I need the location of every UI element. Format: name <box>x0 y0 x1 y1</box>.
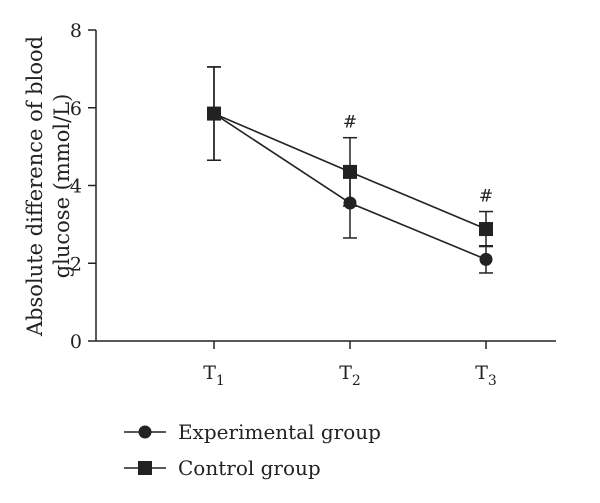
data-point-circle <box>343 196 357 210</box>
x-tick-label: T3 <box>475 362 497 389</box>
data-point-square <box>343 164 357 179</box>
legend: Experimental group Control group <box>124 420 381 480</box>
data-point-square <box>207 106 221 121</box>
significance-marker: # <box>343 113 357 133</box>
y-tick-label: 4 <box>70 176 82 198</box>
significance-marker: # <box>479 187 493 207</box>
x-tick-label: T1 <box>203 362 225 389</box>
data-point-circle <box>479 252 493 266</box>
legend-marker-circle <box>138 425 152 439</box>
data-point-square <box>479 222 493 237</box>
y-axis-title-line-1: Absolute difference of blood <box>23 36 47 337</box>
x-tick-label: T2 <box>339 362 361 389</box>
legend-item: Experimental group <box>124 420 381 444</box>
legend-label: Control group <box>178 456 321 480</box>
y-axis-title-line-2: glucose (mmol/L) <box>50 94 74 279</box>
legend-label: Experimental group <box>178 420 381 444</box>
y-tick-label: 8 <box>70 20 82 42</box>
legend-item: Control group <box>124 456 321 480</box>
legend-marker-square <box>138 461 152 475</box>
y-tick-label: 6 <box>70 98 82 120</box>
plot-area: 0 2 4 6 8 T1 T2 T3 # # <box>70 20 556 389</box>
y-tick-label: 0 <box>70 331 82 353</box>
y-tick-label: 2 <box>70 253 82 275</box>
y-axis-title: Absolute difference of blood glucose (mm… <box>23 36 74 337</box>
